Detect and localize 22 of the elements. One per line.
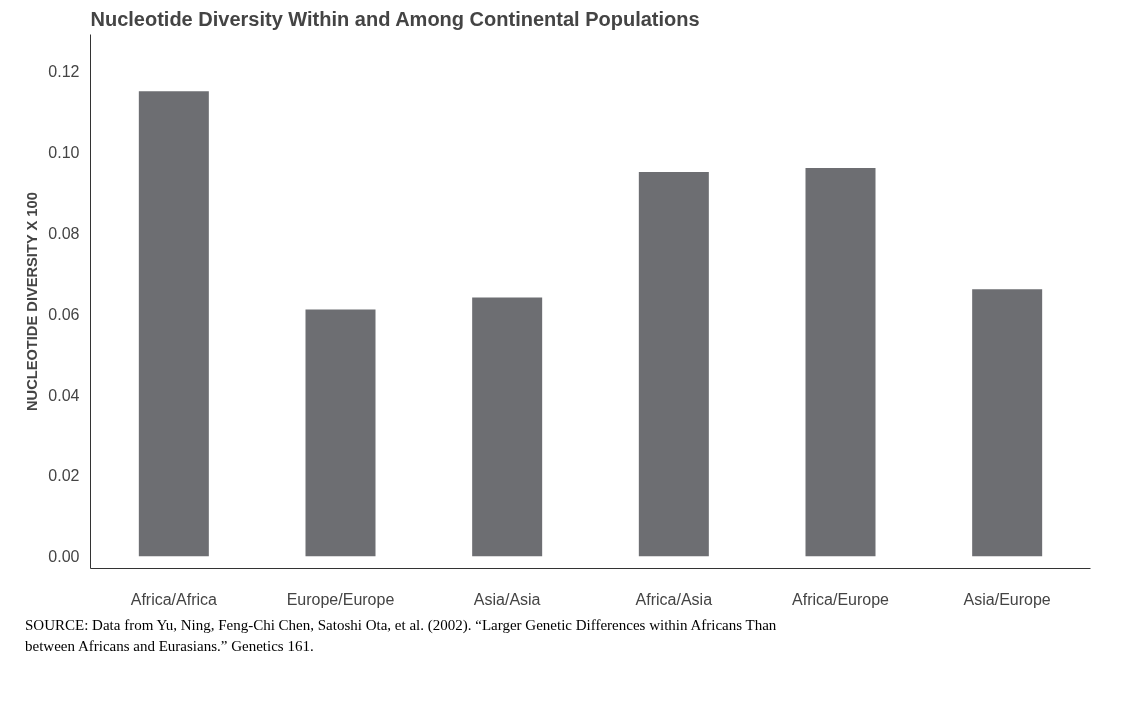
x-tick-label: Africa/Europe [792, 590, 890, 608]
bar [305, 309, 376, 557]
chart-title: Nucleotide Diversity Within and Among Continental Populations [90, 7, 700, 30]
bar [805, 168, 876, 557]
bar [472, 297, 543, 557]
y-tick-label: 0.02 [48, 467, 80, 485]
bar [972, 289, 1043, 557]
y-tick-label: 0.10 [48, 143, 80, 161]
y-tick-label: 0.04 [48, 386, 80, 404]
x-tick-label: Asia/Asia [473, 590, 541, 608]
x-tick-label: Africa/Africa [130, 590, 218, 608]
source-note: SOURCE: Data from Yu, Ning, Feng-Chi Chen, Satoshi Ota, et al. (2002). “Larger Genetic Differences within Africans Than between Africans and Eurasians.” Genetics 161. [25, 616, 778, 656]
bar [638, 172, 709, 557]
x-tick-label: Asia/Europe [963, 590, 1051, 608]
x-tick-label: Africa/Asia [635, 590, 713, 608]
bar [138, 91, 209, 557]
y-tick-label: 0.08 [48, 224, 80, 242]
y-tick-label: 0.00 [48, 548, 80, 566]
x-tick-label: Europe/Europe [286, 590, 395, 608]
y-axis-title: NUCLEOTIDE DIVERSITY X 100 [24, 192, 41, 412]
y-tick-label: 0.06 [48, 305, 80, 323]
y-tick-label: 0.12 [48, 62, 80, 80]
